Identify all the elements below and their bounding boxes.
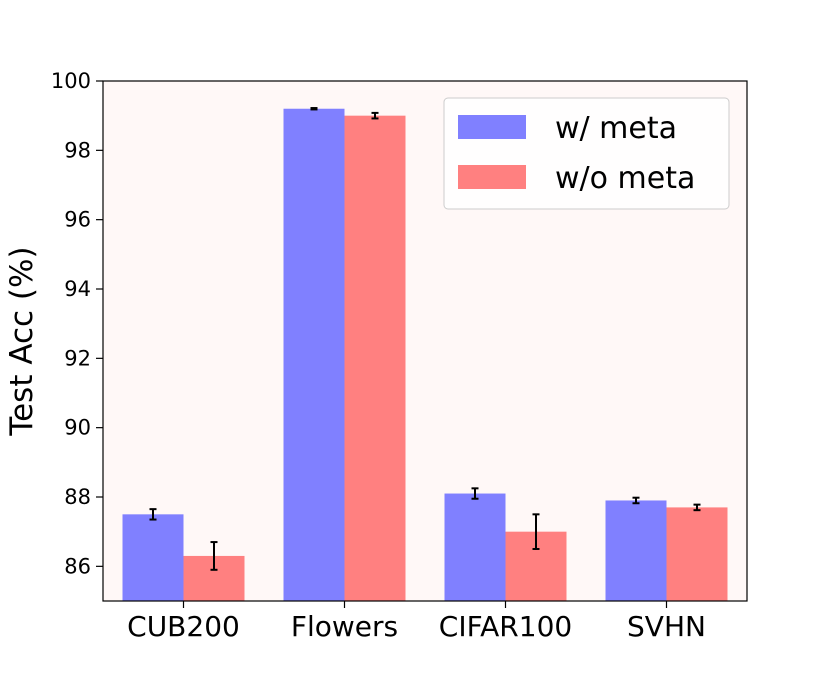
y-tick-label-92: 92 (64, 346, 91, 370)
x-tick-label-cifar100: CIFAR100 (439, 610, 572, 643)
legend-swatch-w-o-meta (458, 165, 526, 189)
y-tick-label-96: 96 (64, 208, 91, 232)
plot-frame (102, 80, 748, 602)
y-tick-label-90: 90 (64, 416, 91, 440)
y-axis-label: Test Acc (%) (4, 246, 40, 436)
bar-svhn-w-o-meta (666, 507, 728, 601)
legend: w/ meta w/o meta (443, 97, 730, 210)
x-tick-label-flowers: Flowers (291, 610, 398, 643)
y-axis: 86 88 90 92 94 96 98 100 (51, 69, 103, 578)
y-tick-label-94: 94 (64, 277, 91, 301)
bar-cifar100-w-meta (444, 493, 506, 601)
bar-flowers-w-o-meta (344, 115, 406, 602)
x-tick-label-svhn: SVHN (627, 610, 706, 643)
errorbars-layer (149, 107, 701, 571)
bars-layer (122, 108, 728, 602)
x-axis: CUB200 Flowers CIFAR100 SVHN (127, 601, 706, 643)
x-tick-label-cub200: CUB200 (127, 610, 240, 643)
y-tick-label-88: 88 (64, 485, 91, 509)
y-tick-label-100: 100 (51, 69, 91, 93)
legend-label-w-o-meta: w/o meta (555, 161, 695, 196)
legend-swatch-w-meta (458, 115, 526, 139)
bar-flowers-w-meta (283, 108, 345, 601)
bar-cub200-w-meta (122, 514, 184, 601)
y-tick-label-86: 86 (64, 554, 91, 578)
y-tick-label-98: 98 (64, 138, 91, 162)
bar-svhn-w-meta (605, 500, 667, 601)
legend-label-w-meta: w/ meta (555, 111, 677, 146)
